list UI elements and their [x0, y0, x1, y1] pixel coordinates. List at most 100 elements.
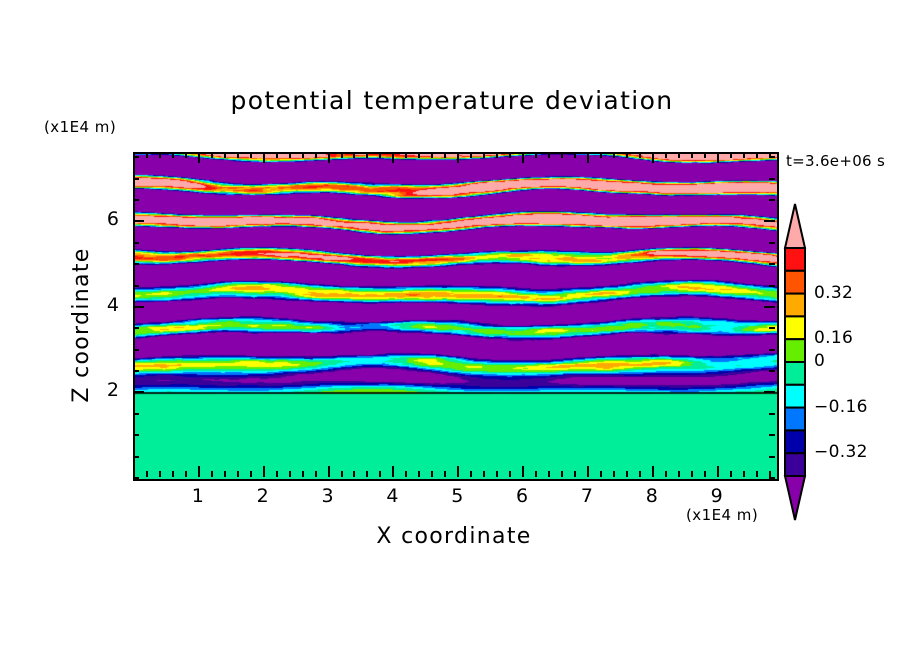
x-axis-tick-label: 9	[710, 485, 723, 507]
y-axis-tick-label: 4	[106, 293, 119, 316]
colorbar-tick-label: 0.16	[814, 328, 854, 349]
x-axis-tick	[276, 152, 278, 158]
colorbar-tick-label: −0.32	[814, 442, 868, 463]
x-axis-tick	[289, 152, 291, 158]
y-axis-tick	[769, 263, 775, 265]
x-axis-tick	[496, 471, 498, 477]
colorbar-over-arrow	[783, 203, 807, 249]
x-axis-tick	[483, 471, 485, 477]
y-axis-tick	[133, 199, 139, 201]
x-axis-tick	[159, 152, 161, 158]
x-axis-tick	[613, 471, 615, 477]
x-axis-tick	[600, 152, 602, 158]
x-axis-tick	[769, 152, 771, 158]
y-axis-tick	[769, 242, 775, 244]
x-axis-tick	[470, 471, 472, 477]
colorbar-tick-label: −0.16	[814, 396, 868, 417]
x-axis-tick	[250, 152, 252, 158]
x-axis-tick-label: 5	[451, 485, 464, 507]
x-axis-tick	[769, 471, 771, 477]
x-axis-tick	[743, 471, 745, 477]
x-axis-tick	[613, 152, 615, 158]
x-axis-tick	[561, 152, 563, 158]
x-axis-tick	[587, 152, 589, 163]
x-axis-tick-label: 3	[321, 485, 334, 507]
y-axis-tick	[133, 156, 139, 158]
x-axis-tick	[470, 152, 472, 158]
x-axis-tick	[263, 466, 265, 477]
y-axis-tick-label: 6	[106, 208, 119, 231]
x-axis-tick	[224, 152, 226, 158]
y-axis-tick	[133, 413, 139, 415]
y-axis-tick	[764, 306, 775, 308]
x-axis-tick	[496, 152, 498, 158]
x-axis-tick	[483, 152, 485, 158]
x-axis-tick	[652, 466, 654, 477]
x-axis-tick	[691, 471, 693, 477]
x-axis-tick	[418, 471, 420, 477]
x-axis-tick	[509, 152, 511, 158]
y-axis-tick	[133, 178, 139, 180]
timestamp-annotation: t=3.6e+06 s	[786, 152, 886, 170]
x-axis-tick	[548, 471, 550, 477]
page-title: potential temperature deviation	[230, 86, 674, 115]
y-axis-tick	[769, 456, 775, 458]
x-axis-tick	[146, 471, 148, 477]
colorbar-band	[784, 247, 806, 272]
x-axis-tick	[704, 152, 706, 158]
x-axis-tick	[392, 466, 394, 477]
x-axis-tick	[444, 152, 446, 158]
x-axis-tick	[366, 152, 368, 158]
colorbar-band	[784, 269, 806, 295]
x-axis-tick	[302, 152, 304, 158]
y-axis-tick	[769, 477, 775, 479]
x-axis-tick	[353, 152, 355, 158]
y-axis-tick	[769, 178, 775, 180]
x-axis-tick	[198, 466, 200, 477]
x-axis-tick	[224, 471, 226, 477]
x-axis-tick	[353, 471, 355, 477]
x-axis-tick	[172, 152, 174, 158]
x-axis-tick	[561, 471, 563, 477]
colorbar-band	[784, 315, 806, 341]
x-axis-tick	[665, 471, 667, 477]
contour-plot-area	[133, 152, 779, 481]
y-axis-tick	[133, 306, 144, 308]
x-axis-tick	[704, 471, 706, 477]
x-axis-tick	[341, 471, 343, 477]
y-axis-tick	[769, 413, 775, 415]
x-axis-tick	[509, 471, 511, 477]
x-axis-tick	[743, 152, 745, 158]
x-axis-tick	[250, 471, 252, 477]
x-axis-tick	[600, 471, 602, 477]
y-axis-tick	[764, 391, 775, 393]
y-axis-tick	[769, 434, 775, 436]
colorbar-band	[784, 452, 806, 477]
colorbar-tick-label: 0.32	[814, 282, 854, 303]
x-axis-tick	[328, 466, 330, 477]
x-axis-tick	[730, 471, 732, 477]
y-axis-tick	[769, 199, 775, 201]
y-axis-tick	[133, 391, 144, 393]
colorbar-band	[784, 383, 806, 409]
colorbar-band	[784, 429, 806, 455]
y-axis-tick	[769, 349, 775, 351]
y-axis-tick	[133, 434, 139, 436]
x-axis-tick	[366, 471, 368, 477]
y-axis-tick	[133, 220, 144, 222]
x-axis-tick	[392, 152, 394, 163]
x-axis-tick	[379, 152, 381, 158]
x-axis-tick	[133, 152, 135, 158]
x-axis-tick-label: 8	[645, 485, 658, 507]
x-axis-title: X coordinate	[376, 524, 532, 549]
y-axis-tick	[133, 285, 139, 287]
x-axis-tick	[315, 152, 317, 158]
x-axis-tick-label: 4	[386, 485, 399, 507]
x-axis-tick	[678, 152, 680, 158]
y-axis-units-label: (x1E4 m)	[44, 118, 117, 136]
x-axis-tick	[756, 471, 758, 477]
x-axis-tick	[535, 152, 537, 158]
colorbar	[783, 203, 807, 521]
x-axis-tick	[185, 152, 187, 158]
x-axis-tick	[717, 466, 719, 477]
